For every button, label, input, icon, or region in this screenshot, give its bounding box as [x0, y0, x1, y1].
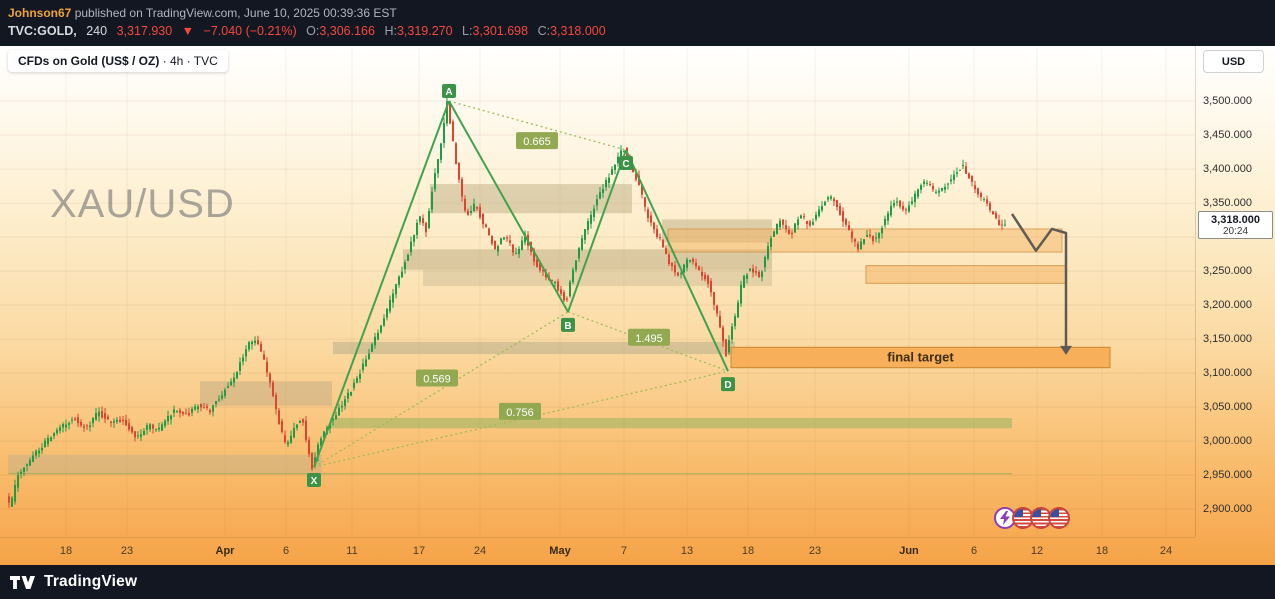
time-axis[interactable]: 18 23 Apr 6 11 17 24 May 7 13 18 23 Jun 6 12 18 24	[0, 537, 1195, 565]
arrow-layer	[1010, 213, 1072, 355]
bar-countdown: 20:24	[1222, 225, 1249, 237]
publish-header: Johnson67 published on TradingView.com, …	[0, 0, 1275, 46]
price-tick: 3,200.000	[1203, 299, 1252, 312]
legend-meta: · 4h · TVC	[159, 54, 218, 68]
time-tick: 24	[1159, 545, 1173, 557]
close-number: 3,318.000	[550, 24, 606, 38]
ratio-label-box	[416, 369, 458, 387]
price-tick: 3,150.000	[1203, 333, 1252, 346]
time-tick: Apr	[215, 545, 235, 557]
chart-plot[interactable]: final target 0.665 1.495 0.569 0.756 X A B C D	[0, 48, 1195, 535]
price-axis[interactable]: USD 3,318.000 20:24 3,500.000 3,450.000 3,…	[1195, 46, 1275, 537]
price-tick: 3,400.000	[1203, 163, 1252, 176]
price-tick: 3,350.000	[1203, 197, 1252, 210]
price-tick: 2,900.000	[1203, 503, 1252, 516]
open-number: 3,306.166	[319, 24, 375, 38]
symbol-status-line: TVC:GOLD, 240 3,317.930 ▼ −7.040 (−0.21%…	[8, 22, 1267, 41]
high-value: H:3,319.270	[384, 24, 452, 38]
last-price: 3,317.930	[116, 24, 173, 38]
time-tick: 12	[1030, 545, 1044, 557]
time-tick: 11	[346, 545, 358, 557]
svg-text:0.665: 0.665	[523, 136, 551, 148]
svg-text:1.495: 1.495	[635, 333, 663, 345]
ratio-label-box	[628, 328, 670, 346]
chart-legend[interactable]: CFDs on Gold (US$ / OZ) · 4h · TVC	[8, 50, 228, 72]
svg-text:D: D	[724, 380, 731, 391]
pattern-point-box	[721, 377, 735, 392]
reaction-badges	[994, 507, 1070, 529]
open-label: O:	[306, 24, 320, 38]
pattern-point-box	[442, 84, 456, 99]
zones-layer	[8, 184, 1067, 475]
symbol-name: TVC:GOLD,	[8, 24, 77, 38]
final-target-label: final target	[887, 349, 954, 364]
us-flag-badge-icon	[1030, 507, 1052, 529]
brand-wordmark[interactable]: TradingView	[44, 573, 138, 590]
time-tick: 17	[412, 545, 426, 557]
ratio-label-box	[499, 402, 541, 420]
down-arrow-drawing	[1010, 213, 1068, 346]
price-tick: 3,250.000	[1203, 265, 1252, 278]
svg-text:0.569: 0.569	[423, 374, 451, 386]
open-value: O:3,306.166	[306, 24, 375, 38]
ratio-label-box	[516, 132, 558, 150]
high-number: 3,319.270	[396, 24, 453, 38]
svg-text:C: C	[622, 159, 629, 170]
time-tick: 6	[282, 545, 290, 557]
down-arrow-icon: ▼	[181, 24, 195, 38]
low-label: L:	[462, 24, 473, 38]
high-label: H:	[384, 24, 397, 38]
time-tick: May	[549, 545, 571, 557]
price-tick: 2,950.000	[1203, 469, 1252, 482]
current-price-value: 3,318.000	[1211, 213, 1260, 226]
us-flag-badge-icon	[1048, 507, 1070, 529]
price-change: −7.040 (−0.21%)	[203, 24, 297, 38]
publish-info-line: Johnson67 published on TradingView.com, …	[8, 5, 1267, 22]
currency-usd-button[interactable]: USD	[1203, 50, 1264, 73]
time-tick: 24	[473, 545, 487, 557]
price-tick: 3,050.000	[1203, 401, 1252, 414]
close-label: C:	[537, 24, 551, 38]
us-flag-badge-icon	[1012, 507, 1034, 529]
price-tick: 3,500.000	[1203, 95, 1252, 108]
page-footer: TradingView	[0, 565, 1275, 599]
low-value: L:3,301.698	[462, 24, 528, 38]
svg-text:X: X	[311, 476, 318, 487]
symbol-watermark: XAU/USD	[50, 182, 235, 226]
time-tick: 18	[1095, 545, 1109, 557]
svg-text:B: B	[564, 321, 571, 332]
close-value: C:3,318.000	[538, 24, 606, 38]
pattern-point-box	[619, 156, 633, 171]
time-tick: Jun	[899, 545, 919, 557]
time-tick: 23	[808, 545, 822, 557]
time-tick: 7	[620, 545, 628, 557]
time-tick: 18	[59, 545, 73, 557]
chart-region: final target 0.665 1.495 0.569 0.756 X A B C D XA…	[0, 46, 1275, 565]
symbol-interval: 240	[86, 24, 108, 38]
time-tick: 18	[741, 545, 755, 557]
time-tick: 6	[970, 545, 978, 557]
pattern-point-box	[307, 472, 321, 487]
price-tick: 3,450.000	[1203, 129, 1252, 142]
pattern-point-box	[561, 317, 575, 332]
svg-text:A: A	[445, 87, 452, 98]
publish-text: published on TradingView.com, June 10, 2…	[71, 6, 397, 20]
current-price-tag: 3,318.000 20:24	[1198, 210, 1273, 239]
price-tick: 3,000.000	[1203, 435, 1252, 448]
candles-layer	[8, 96, 1006, 508]
time-tick: 23	[120, 545, 134, 557]
labels-layer: 0.665 1.495 0.569 0.756 X A B C D	[307, 84, 735, 487]
low-number: 3,301.698	[472, 24, 529, 38]
publisher-name: Johnson67	[8, 6, 72, 20]
target-layer: final target	[730, 346, 1111, 369]
legend-title: CFDs on Gold (US$ / OZ)	[18, 54, 160, 68]
price-tick: 3,100.000	[1203, 367, 1252, 380]
pattern-layer	[313, 100, 729, 468]
time-tick: 13	[680, 545, 694, 557]
tradingview-logo-icon[interactable]	[10, 575, 36, 589]
svg-text:0.756: 0.756	[506, 407, 534, 419]
